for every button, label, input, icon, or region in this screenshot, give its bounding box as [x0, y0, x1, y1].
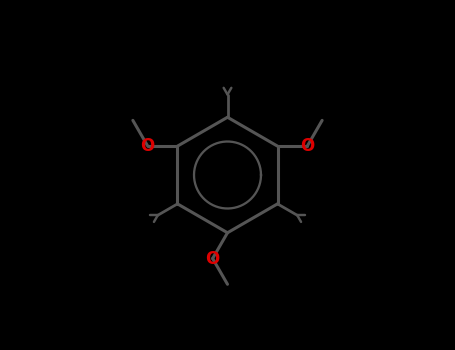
Text: O: O [300, 137, 314, 155]
Text: O: O [206, 250, 220, 267]
Text: O: O [141, 137, 155, 155]
